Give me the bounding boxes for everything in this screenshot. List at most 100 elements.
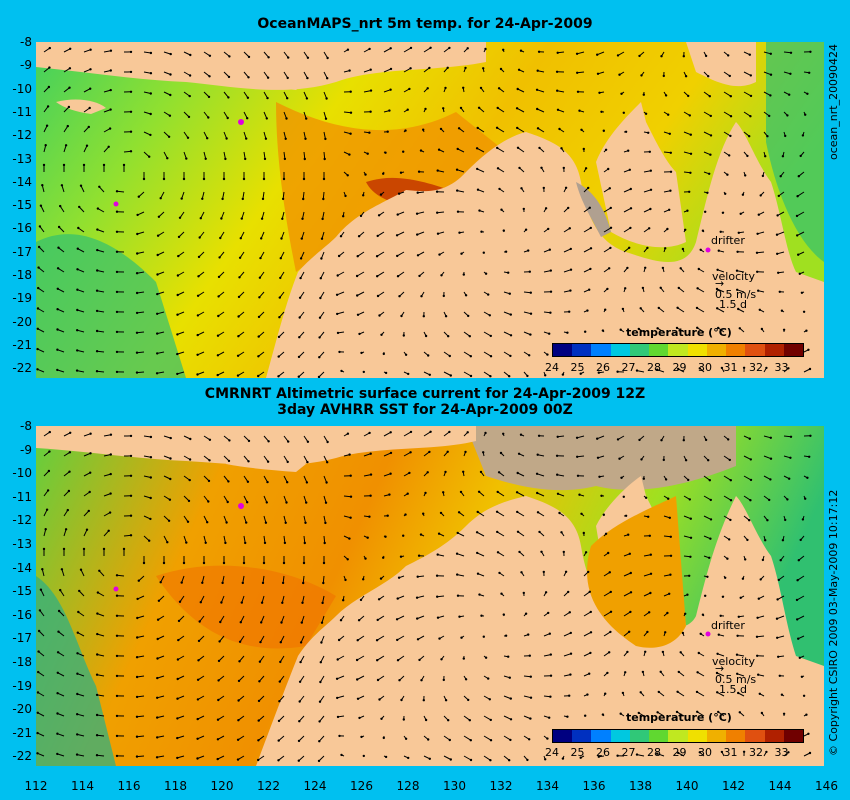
bottom-current-arrow-head: [604, 692, 607, 695]
bottom-current-arrow: [357, 635, 365, 641]
bottom-current-arrow-head: [46, 489, 50, 492]
bottom-current-arrow: [703, 495, 712, 501]
top-current-arrow-head: [789, 51, 793, 54]
top-current-arrow-head: [188, 74, 192, 77]
top-current-arrow-head: [516, 126, 519, 130]
top-current-arrow-head: [409, 46, 413, 50]
top-current-arrow-head: [801, 134, 805, 137]
bottom-current-arrow-head: [661, 650, 665, 654]
top-current-arrow-head: [37, 266, 40, 269]
bottom-current-arrow-head: [409, 430, 413, 434]
bottom-current-arrow-head: [379, 577, 383, 580]
bottom-current-arrow-head: [37, 650, 40, 653]
top-current-arrow-head: [569, 289, 572, 292]
bottom-current-arrow-head: [47, 469, 51, 473]
top-current-arrow-head: [448, 46, 451, 50]
bottom-current-arrow-head: [689, 555, 692, 558]
top-current-arrow-head: [317, 375, 321, 378]
top-current-arrow-head: [604, 308, 607, 311]
bottom-current-arrow: [536, 492, 545, 497]
bottom-current-arrow-head: [305, 481, 309, 484]
top-current-arrow-head: [208, 54, 212, 57]
bottom-current-arrow-head: [303, 541, 306, 545]
top-current-arrow-head: [780, 309, 784, 312]
top-current-arrow-head: [542, 186, 545, 190]
bottom-current-arrow-head: [167, 519, 171, 522]
bottom-current-arrow-head: [265, 501, 268, 504]
top-legend-tick-label: 28: [647, 361, 661, 374]
bottom-current-arrow-head: [237, 719, 240, 722]
top-current-arrow-head: [639, 307, 642, 310]
bottom-current-arrow-head: [280, 621, 283, 624]
bottom-current-arrow-head: [778, 674, 781, 677]
top-legend-swatch: [706, 344, 727, 356]
bottom-legend-tick-label: 26: [596, 746, 610, 759]
bottom-current-arrow-head: [135, 675, 139, 679]
bottom-current-arrow-head: [56, 671, 59, 674]
bottom-current-arrow: [623, 591, 632, 597]
top-current-arrow-head: [68, 86, 71, 89]
top-current-arrow-head: [548, 332, 551, 335]
top-current-arrow-head: [608, 267, 611, 270]
top-current-arrow-head: [669, 189, 672, 192]
top-current-arrow-head: [67, 105, 71, 109]
drifter-marker: [705, 631, 711, 637]
bottom-current-arrow: [623, 611, 631, 617]
top-y-tick-label: -16: [12, 221, 32, 236]
bottom-current-arrow-head: [156, 618, 160, 621]
top-current-arrow-head: [389, 47, 392, 50]
top-legend-swatch: [649, 344, 669, 356]
top-current-arrow-head: [281, 217, 284, 220]
top-current-arrow-head: [196, 294, 200, 297]
top-current-arrow-head: [586, 309, 589, 312]
bottom-current-arrow-head: [448, 430, 451, 434]
top-current-arrow-head: [318, 356, 321, 359]
top-current-arrow-head: [56, 267, 60, 270]
top-current-arrow-head: [755, 251, 759, 254]
top-current-arrow-head: [489, 334, 492, 338]
bottom-current-arrow-head: [418, 658, 421, 662]
bottom-current-arrow-head: [204, 541, 207, 544]
bottom-current-arrow-head: [207, 479, 211, 483]
top-current-arrow-head: [662, 74, 665, 78]
bottom-current-arrow-head: [202, 561, 206, 565]
x-tick-label: 140: [675, 779, 699, 793]
bottom-current-arrow-head: [760, 711, 764, 715]
top-current-arrow: [376, 251, 385, 257]
bottom-current-arrow-head: [241, 581, 244, 585]
bottom-current-arrow-head: [437, 532, 441, 535]
bottom-current-arrow-head: [428, 757, 431, 760]
bottom-current-arrow-head: [798, 656, 801, 659]
top-current-arrow-head: [264, 137, 268, 140]
top-current-arrow-head: [129, 50, 133, 54]
top-current-arrow-head: [549, 290, 553, 293]
bottom-current-arrow-head: [704, 438, 708, 442]
top-current-arrow-head: [596, 53, 599, 56]
top-current-arrow-head: [89, 87, 92, 90]
bottom-current-arrow-head: [788, 477, 791, 480]
top-current-arrow: [643, 189, 652, 193]
top-current-arrow: [796, 231, 805, 236]
top-current-arrow-head: [796, 195, 799, 198]
top-current-arrow-head: [568, 310, 571, 313]
bottom-current-arrow-head: [258, 680, 261, 683]
bottom-current-arrow-head: [467, 698, 470, 702]
bottom-current-arrow-head: [318, 720, 321, 723]
top-current-arrow-head: [669, 151, 672, 154]
bottom-current-arrow-head: [69, 431, 72, 434]
bottom-current-arrow-head: [89, 452, 92, 455]
drifter-marker: [238, 503, 244, 509]
bottom-current-arrow-head: [156, 736, 159, 739]
bottom-current-arrow-head: [649, 591, 652, 595]
top-current-arrow-head: [497, 87, 501, 90]
top-current-arrow-head: [666, 227, 669, 231]
top-current-arrow-head: [189, 53, 192, 57]
top-current-arrow-head: [659, 286, 662, 289]
bottom-current-arrow-head: [689, 517, 692, 520]
bottom-current-arrow-head: [520, 571, 523, 574]
bottom-current-arrow-head: [389, 451, 393, 455]
top-current-arrow: [536, 108, 545, 113]
bottom-current-arrow: [603, 631, 611, 637]
top-current-arrow-head: [496, 167, 500, 170]
bottom-current-arrow-head: [620, 476, 623, 479]
